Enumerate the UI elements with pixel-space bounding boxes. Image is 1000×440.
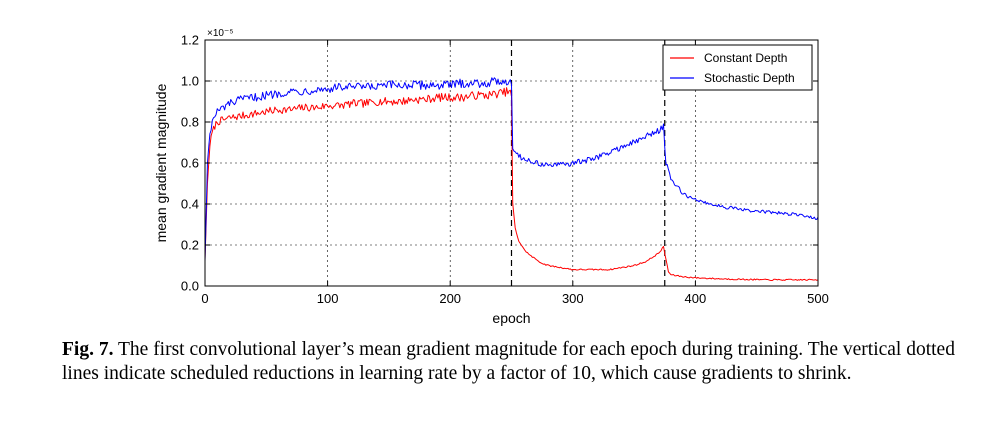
y-tick-label: 0.6 bbox=[181, 156, 199, 171]
y-tick-label: 0.8 bbox=[181, 115, 199, 130]
y-tick-label: 1.0 bbox=[181, 74, 199, 89]
y-tick-label: 0.4 bbox=[181, 197, 199, 212]
x-tick-label: 500 bbox=[807, 291, 829, 306]
figure: 0 100 200 300 400 500 0.0 0.2 0.4 0.6 0.8 1.0 1.2 ×1… bbox=[153, 28, 829, 326]
line-chart: 0 100 200 300 400 500 0.0 0.2 0.4 0.6 0.8 1.0 1.2 ×1… bbox=[153, 28, 829, 326]
x-axis-label: epoch bbox=[492, 310, 530, 326]
axis-ticks bbox=[204, 39, 819, 287]
x-tick-label: 300 bbox=[562, 291, 584, 306]
series-group bbox=[204, 77, 819, 281]
y-tick-label: 0.0 bbox=[181, 279, 199, 294]
y-scale-exponent: ×10⁻⁵ bbox=[207, 28, 233, 39]
legend-box bbox=[662, 44, 813, 91]
series-line-stochastic-depth bbox=[204, 77, 819, 262]
legend-label-constant-depth: Constant Depth bbox=[704, 51, 787, 65]
legend: Constant Depth Stochastic Depth bbox=[662, 44, 813, 91]
x-tick-label: 100 bbox=[317, 291, 339, 306]
y-tick-label: 1.2 bbox=[181, 33, 199, 48]
figure-caption: Fig. 7. The first convolutional layer’s … bbox=[62, 338, 962, 386]
y-tick-label: 0.2 bbox=[181, 238, 199, 253]
x-tick-label: 400 bbox=[685, 291, 707, 306]
x-tick-label: 200 bbox=[439, 291, 461, 306]
tick-labels: 0 100 200 300 400 500 0.0 0.2 0.4 0.6 0.8 1.0 1.2 bbox=[181, 33, 829, 307]
legend-label-stochastic-depth: Stochastic Depth bbox=[704, 71, 795, 85]
caption-text: The first convolutional layer’s mean gra… bbox=[62, 339, 955, 384]
x-tick-label: 0 bbox=[201, 291, 208, 306]
figure-label: Fig. 7. bbox=[62, 339, 114, 360]
y-axis-label: mean gradient magnitude bbox=[153, 83, 169, 242]
